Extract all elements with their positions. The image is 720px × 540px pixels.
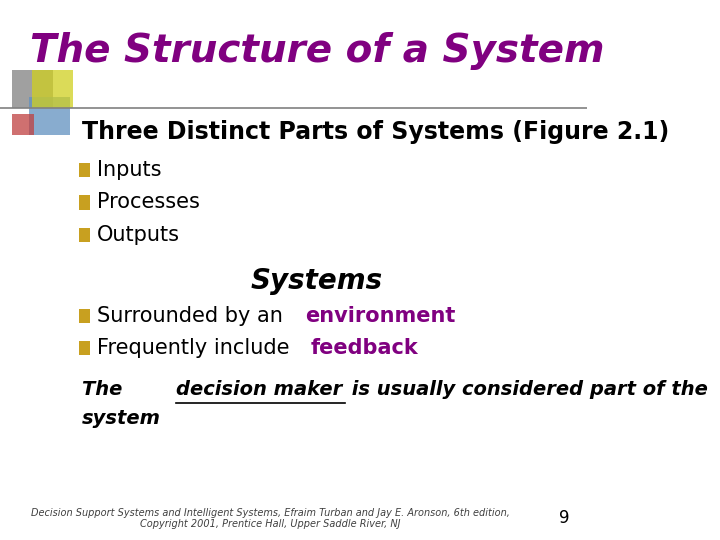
- Text: Frequently include: Frequently include: [97, 338, 296, 359]
- Bar: [79, 163, 90, 177]
- Text: system: system: [82, 409, 161, 428]
- Text: Surrounded by an: Surrounded by an: [97, 306, 289, 326]
- Bar: [32, 70, 73, 108]
- Bar: [79, 195, 90, 210]
- Text: feedback: feedback: [311, 338, 418, 359]
- Text: is usually considered part of the: is usually considered part of the: [345, 380, 708, 400]
- Text: environment: environment: [305, 306, 456, 326]
- Text: decision maker: decision maker: [176, 380, 342, 400]
- Bar: [79, 309, 90, 323]
- Text: Outputs: Outputs: [97, 225, 180, 245]
- Text: Inputs: Inputs: [97, 160, 161, 180]
- Bar: [12, 114, 35, 135]
- Text: Systems: Systems: [251, 267, 383, 295]
- Text: 9: 9: [559, 509, 570, 528]
- Bar: [12, 70, 53, 108]
- Bar: [79, 228, 90, 242]
- Text: Decision Support Systems and Intelligent Systems, Efraim Turban and Jay E. Arons: Decision Support Systems and Intelligent…: [31, 508, 510, 529]
- Text: Processes: Processes: [97, 192, 199, 213]
- Text: Three Distinct Parts of Systems (Figure 2.1): Three Distinct Parts of Systems (Figure …: [82, 120, 670, 144]
- Text: The: The: [82, 380, 130, 400]
- Bar: [79, 341, 90, 355]
- Bar: [30, 97, 71, 135]
- Text: The Structure of a System: The Structure of a System: [30, 32, 604, 70]
